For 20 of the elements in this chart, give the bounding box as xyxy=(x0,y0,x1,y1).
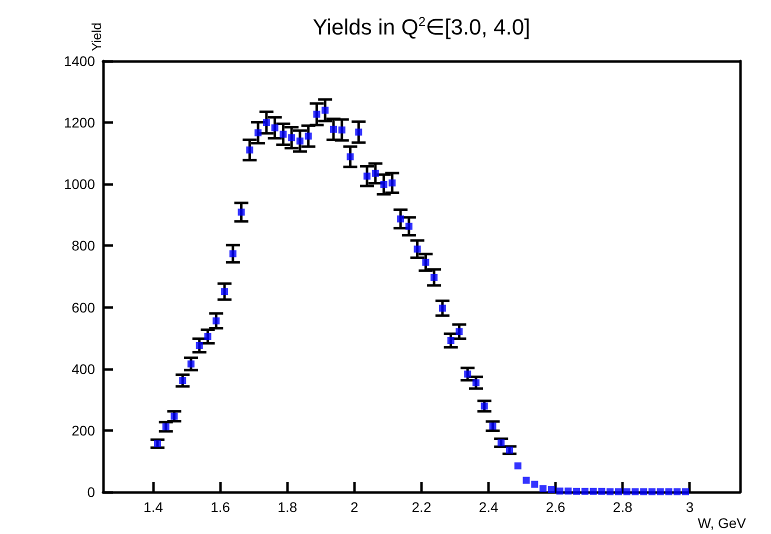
x-axis-title: W, GeV xyxy=(698,515,747,531)
y-tick-label: 600 xyxy=(72,299,96,316)
y-tick-label: 1200 xyxy=(64,114,96,131)
y-axis-title: Yield xyxy=(89,22,104,52)
y-tick-label: 1400 xyxy=(64,53,96,69)
x-tick-label: 2.2 xyxy=(412,499,432,515)
y-tick-label: 400 xyxy=(72,360,96,377)
y-tick-label: 800 xyxy=(72,238,96,254)
y-tick-label: 200 xyxy=(72,422,96,438)
x-tick-label: 1.8 xyxy=(278,499,298,515)
y-tick-label: 0 xyxy=(87,484,96,500)
x-tick-label: 2 xyxy=(350,499,359,515)
x-tick-label: 1.4 xyxy=(144,499,164,515)
chart-title: Yields in Q$^{2}$∈[3.0, 4.0] xyxy=(312,14,532,40)
x-tick-label: 1.6 xyxy=(210,499,230,515)
x-tick-label: 3 xyxy=(686,499,694,515)
x-tick-label: 2.6 xyxy=(546,499,566,515)
x-tick-label: 2.4 xyxy=(478,499,498,515)
x-tick-label: 2.8 xyxy=(612,499,633,515)
y-tick-label: 1000 xyxy=(64,176,96,192)
